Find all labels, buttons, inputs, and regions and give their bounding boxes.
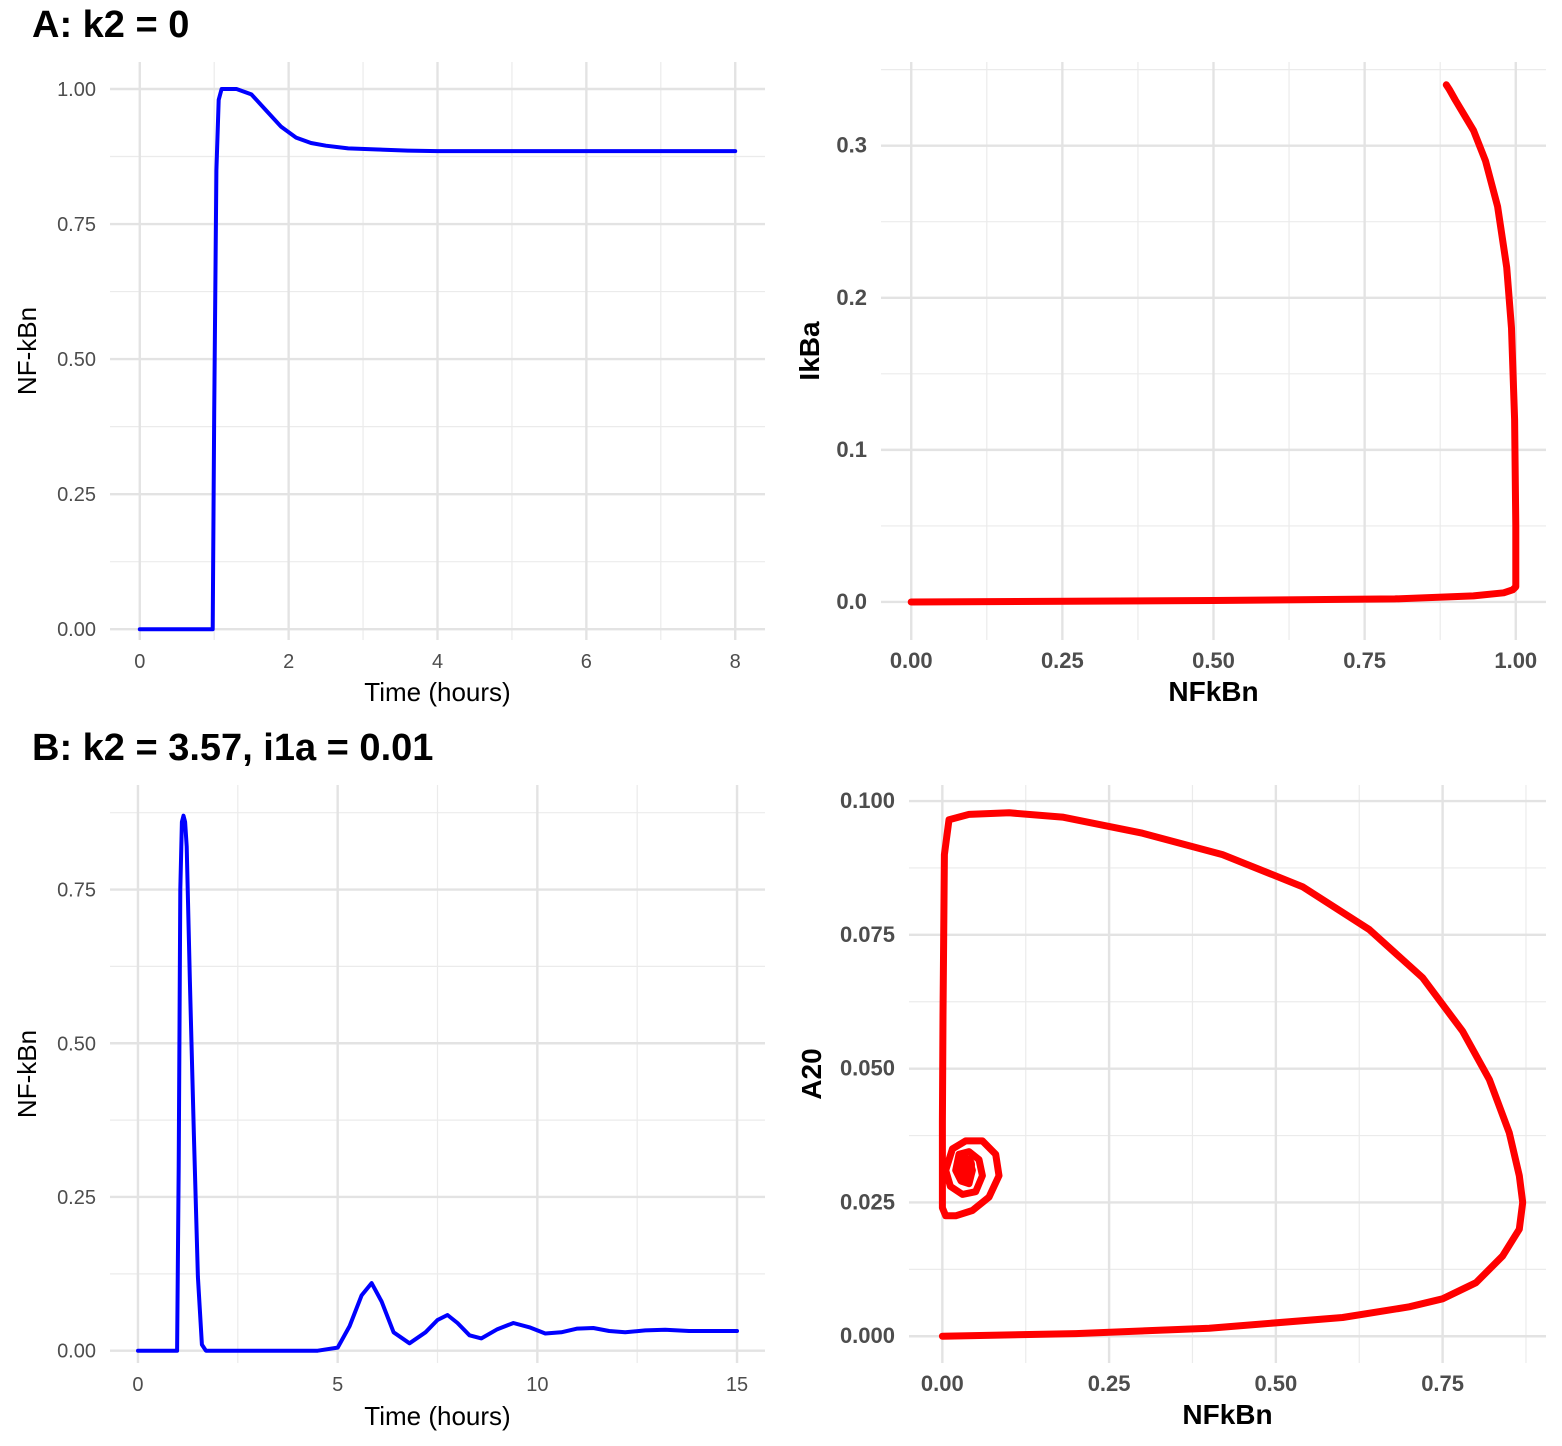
y-tick-label: 0.100 — [840, 788, 895, 813]
x-tick-label: 0.50 — [1192, 648, 1235, 673]
x-tick-label: 2 — [283, 651, 294, 673]
y-tick-label: 0.75 — [57, 880, 96, 902]
y-tick-label: 0.0 — [836, 589, 867, 614]
y-tick-label: 1.00 — [57, 79, 96, 101]
y-tick-label: 0.050 — [840, 1056, 895, 1081]
x-axis-label: Time (hours) — [364, 677, 510, 707]
y-tick-label: 0.50 — [57, 349, 96, 371]
chart-a-time-series: 0 2 4 6 8 0.00 0.25 0.50 0.75 1.00 Time (hours) NF-… — [12, 62, 765, 707]
series-line-0 — [907, 81, 1520, 606]
fixed-point-marker — [955, 1154, 976, 1175]
y-tick-label: 0.50 — [57, 1033, 96, 1055]
x-tick-label: 0 — [134, 651, 145, 673]
x-tick-label: 0.25 — [1041, 648, 1084, 673]
x-axis-label: NFkBn — [1182, 1399, 1272, 1430]
x-tick-label: 5 — [332, 1374, 343, 1396]
y-tick-label: 0.000 — [840, 1323, 895, 1348]
y-tick-label: 0.1 — [836, 437, 867, 462]
y-axis-label: NF-kBn — [12, 307, 42, 395]
y-tick-label: 0.025 — [840, 1189, 895, 1214]
x-tick-label: 0 — [132, 1374, 143, 1396]
y-tick-label: 0.75 — [57, 214, 96, 236]
x-tick-label: 0.00 — [890, 648, 933, 673]
panel-b-title: B: k2 = 3.57, i1a = 0.01 — [32, 727, 434, 769]
x-tick-label: 10 — [526, 1374, 548, 1396]
y-tick-label: 0.00 — [57, 1341, 96, 1363]
series-line-0 — [938, 809, 1527, 1340]
y-tick-label: 0.2 — [836, 285, 867, 310]
x-tick-label: 0.25 — [1088, 1371, 1131, 1396]
chart-b-time-series: 0 5 10 15 0.00 0.25 0.50 0.75 Time (hours) NF-kBn — [12, 785, 765, 1431]
series-line-0 — [137, 87, 738, 632]
y-tick-label: 0.00 — [57, 619, 96, 641]
x-tick-label: 0.50 — [1254, 1371, 1297, 1396]
y-tick-label: 0.075 — [840, 922, 895, 947]
y-axis-label: A20 — [796, 1048, 827, 1099]
series-line-0 — [136, 813, 739, 1353]
y-axis-label: IkBa — [794, 321, 825, 381]
x-tick-label: 15 — [726, 1374, 748, 1396]
x-tick-label: 4 — [432, 651, 443, 673]
x-axis-label: Time (hours) — [364, 1401, 510, 1431]
x-tick-label: 0.00 — [921, 1371, 964, 1396]
chart-b-phase-plot: 0.00 0.25 0.50 0.75 0.000 0.025 0.050 0.075 0.10… — [796, 785, 1546, 1430]
y-tick-label: 0.25 — [57, 484, 96, 506]
x-tick-label: 0.75 — [1343, 648, 1386, 673]
y-tick-label: 0.3 — [836, 133, 867, 158]
x-tick-label: 6 — [581, 651, 592, 673]
x-tick-label: 1.00 — [1494, 648, 1537, 673]
chart-a-phase-plot: 0.00 0.25 0.50 0.75 1.00 0.0 0.1 0.2 0.3 NFkBn IkB… — [794, 62, 1546, 707]
y-tick-label: 0.25 — [57, 1187, 96, 1209]
x-tick-label: 8 — [730, 651, 741, 673]
panel-a-title: A: k2 = 0 — [32, 4, 190, 46]
x-tick-label: 0.75 — [1421, 1371, 1464, 1396]
x-axis-label: NFkBn — [1168, 676, 1258, 707]
y-axis-label: NF-kBn — [12, 1030, 42, 1118]
